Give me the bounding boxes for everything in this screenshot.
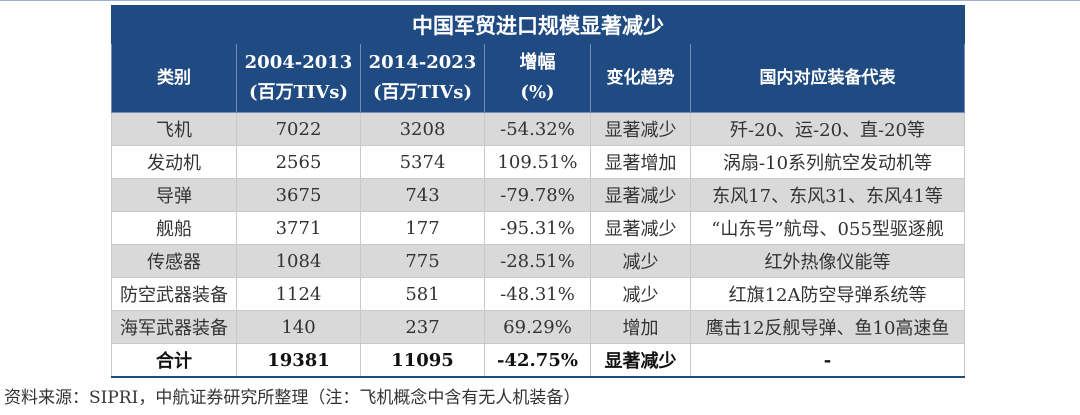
- cell-category: 导弹: [111, 178, 237, 212]
- cell-trend: 减少: [590, 277, 691, 311]
- cell-value-2014-2023: 5374: [360, 145, 485, 179]
- table-row: 发动机 2565 5374 109.51% 显著增加 涡扇-10系列航空发动机等: [111, 145, 966, 179]
- cell-trend: 显著减少: [590, 211, 691, 245]
- cell-value-2004-2013: 3771: [236, 211, 361, 245]
- cell-trend: 显著增加: [590, 145, 691, 179]
- cell-value-2004-2013: 2565: [236, 145, 361, 179]
- table-row: 防空武器装备 1124 581 -48.31% 减少 红旗12A防空导弹系统等: [111, 277, 966, 311]
- cell-category: 发动机: [111, 145, 237, 179]
- cell-growth: -48.31%: [484, 277, 591, 311]
- header-growth: 增幅 (%): [484, 43, 591, 113]
- cell-growth: -79.78%: [484, 178, 591, 212]
- cell-value-2004-2013: 7022: [236, 112, 361, 146]
- header-trend: 变化趋势: [590, 43, 691, 113]
- cell-equipment: -: [689, 343, 966, 378]
- cell-category: 防空武器装备: [111, 277, 237, 311]
- cell-value-2014-2023: 11095: [360, 343, 485, 378]
- cell-growth: -95.31%: [484, 211, 591, 245]
- table-row: 舰船 3771 177 -95.31% 显著减少 “山东号”航母、055型驱逐舰: [111, 211, 966, 245]
- cell-trend: 显著减少: [590, 343, 691, 378]
- cell-value-2014-2023: 775: [360, 244, 485, 278]
- cell-trend: 显著减少: [590, 112, 691, 146]
- cell-growth: -54.32%: [484, 112, 591, 146]
- cell-trend: 增加: [590, 310, 691, 344]
- cell-trend: 显著减少: [590, 178, 691, 212]
- cell-category: 飞机: [111, 112, 237, 146]
- cell-growth: -28.51%: [484, 244, 591, 278]
- cell-growth: -42.75%: [484, 343, 591, 378]
- source-note: 资料来源：SIPRI，中航证券研究所整理（注：飞机概念中含有无人机装备）: [4, 388, 581, 408]
- top-rule: [0, 0, 1080, 1]
- total-row: 合计 19381 11095 -42.75% 显著减少 -: [111, 343, 966, 378]
- cell-category: 海军武器装备: [111, 310, 237, 344]
- cell-growth: 109.51%: [484, 145, 591, 179]
- header-period-2014-2023: 2014-2023 (百万TIVs): [360, 43, 485, 113]
- header-category: 类别: [111, 43, 237, 113]
- data-table: 中国军贸进口规模显著减少 类别 2004-2013 (百万TIVs) 2014-2…: [110, 5, 966, 378]
- table-row: 导弹 3675 743 -79.78% 显著减少 东风17、东风31、东风41等: [111, 178, 966, 212]
- cell-value-2004-2013: 3675: [236, 178, 361, 212]
- cell-value-2004-2013: 1124: [236, 277, 361, 311]
- cell-equipment: 东风17、东风31、东风41等: [689, 178, 966, 212]
- cell-value-2004-2013: 1084: [236, 244, 361, 278]
- cell-value-2014-2023: 177: [360, 211, 485, 245]
- header-row: 类别 2004-2013 (百万TIVs) 2014-2023 (百万TIVs) 增…: [111, 43, 966, 113]
- cell-value-2004-2013: 140: [236, 310, 361, 344]
- cell-equipment: “山东号”航母、055型驱逐舰: [689, 211, 966, 245]
- table-row: 海军武器装备 140 237 69.29% 增加 鹰击12反舰导弹、鱼10高速鱼: [111, 310, 966, 344]
- cell-trend: 减少: [590, 244, 691, 278]
- header-domestic-equipment: 国内对应装备代表: [689, 43, 966, 113]
- cell-value-2014-2023: 237: [360, 310, 485, 344]
- cell-equipment: 红外热像仪能等: [689, 244, 966, 278]
- cell-value-2014-2023: 581: [360, 277, 485, 311]
- table-title: 中国军贸进口规模显著减少: [110, 5, 966, 44]
- cell-equipment: 红旗12A防空导弹系统等: [689, 277, 966, 311]
- table-row: 飞机 7022 3208 -54.32% 显著减少 歼-20、运-20、直-20…: [111, 112, 966, 146]
- cell-category: 舰船: [111, 211, 237, 245]
- cell-value-2004-2013: 19381: [236, 343, 361, 378]
- table-title-row: 中国军贸进口规模显著减少: [110, 5, 966, 44]
- cell-value-2014-2023: 743: [360, 178, 485, 212]
- cell-category: 合计: [111, 343, 237, 378]
- cell-equipment: 涡扇-10系列航空发动机等: [689, 145, 966, 179]
- table-container: 中国军贸进口规模显著减少 类别 2004-2013 (百万TIVs) 2014-2…: [110, 5, 966, 378]
- cell-category: 传感器: [111, 244, 237, 278]
- header-period-2004-2013: 2004-2013 (百万TIVs): [236, 43, 361, 113]
- cell-value-2014-2023: 3208: [360, 112, 485, 146]
- cell-equipment: 鹰击12反舰导弹、鱼10高速鱼: [689, 310, 966, 344]
- table-row: 传感器 1084 775 -28.51% 减少 红外热像仪能等: [111, 244, 966, 278]
- cell-equipment: 歼-20、运-20、直-20等: [689, 112, 966, 146]
- cell-growth: 69.29%: [484, 310, 591, 344]
